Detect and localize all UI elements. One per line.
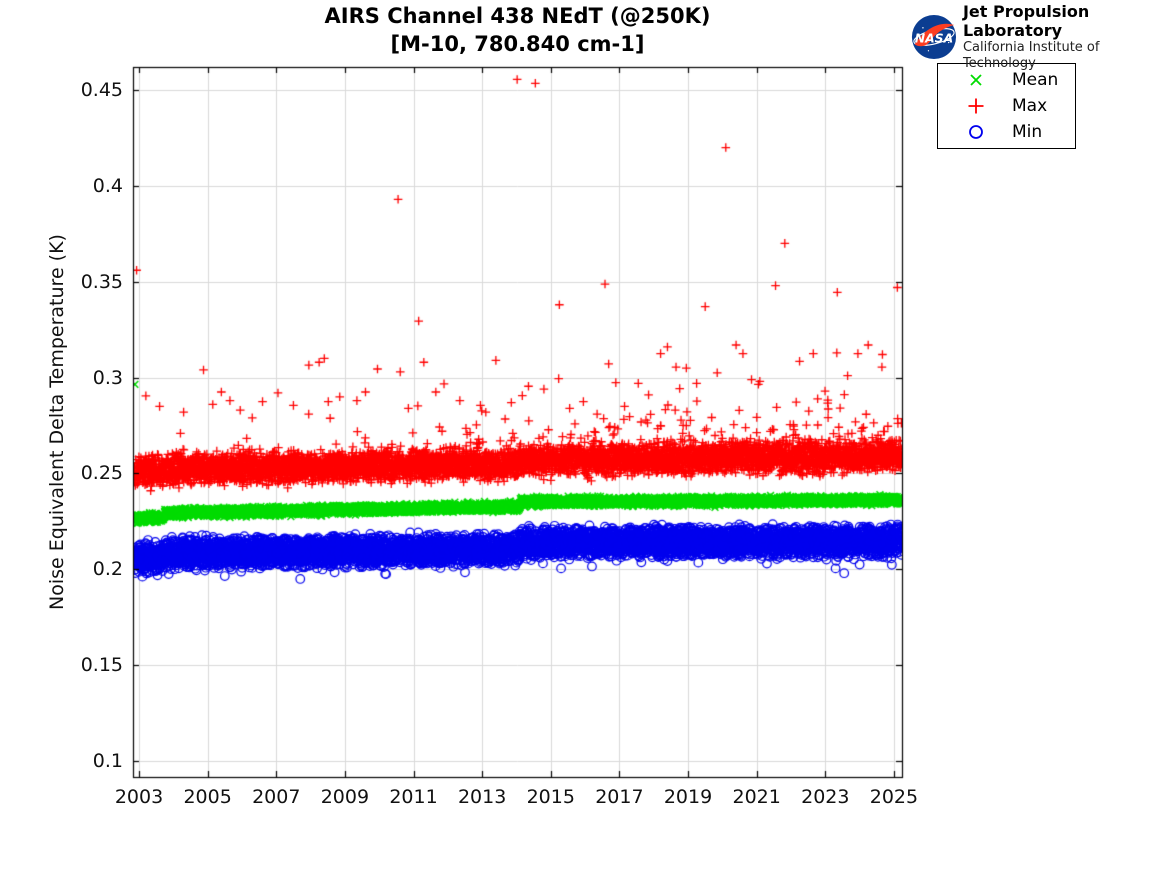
y-tick-label: 0.45 xyxy=(80,79,123,101)
x-tick-label: 2009 xyxy=(320,786,370,808)
chart-title-block: AIRS Channel 438 NEdT (@250K) [M-10, 780… xyxy=(133,2,902,58)
legend-marker-o-icon xyxy=(969,125,983,139)
x-tick-label: 2015 xyxy=(526,786,575,808)
x-tick-label: 2005 xyxy=(183,786,232,808)
legend-entry-max: Max xyxy=(938,93,1075,119)
legend-entry-mean: Mean xyxy=(938,67,1075,93)
x-tick-label: 2021 xyxy=(732,786,781,808)
x-tick-label: 2007 xyxy=(252,786,301,808)
x-tick-label: 2011 xyxy=(389,786,438,808)
y-tick-label: 0.3 xyxy=(92,366,123,389)
jpl-logo-text: Jet Propulsion Laboratory California Ins… xyxy=(963,2,1167,72)
x-tick-label: 2019 xyxy=(663,786,713,808)
x-tick-label: 2003 xyxy=(114,786,164,808)
x-tick-label: 2017 xyxy=(595,786,644,808)
legend-marker-x-icon xyxy=(970,74,982,86)
y-tick-label: 0.35 xyxy=(80,270,123,293)
x-tick-label: 2025 xyxy=(869,786,919,808)
legend-entry-min: Min xyxy=(938,119,1075,145)
y-tick-label: 0.2 xyxy=(92,558,123,581)
y-tick-label: 0.15 xyxy=(80,654,123,677)
chart-subtitle: [M-10, 780.840 cm-1] xyxy=(390,32,645,56)
legend: Mean Max Min xyxy=(937,63,1076,149)
chart-title: AIRS Channel 438 NEdT (@250K) xyxy=(324,4,711,28)
legend-label: Min xyxy=(1012,122,1043,142)
legend-label: Mean xyxy=(1012,70,1059,90)
legend-label: Max xyxy=(1012,96,1048,116)
jpl-suborg-name: California Institute of Technology xyxy=(962,40,1100,71)
y-tick-label: 0.4 xyxy=(92,174,123,197)
nasa-insignia-text: NASA xyxy=(915,31,953,46)
jpl-org-name: Jet Propulsion Laboratory xyxy=(962,2,1090,40)
x-tick-label: 2013 xyxy=(457,786,507,808)
legend-marker-+-icon xyxy=(968,98,984,114)
y-tick-label: 0.1 xyxy=(92,750,123,773)
x-tick-label: 2023 xyxy=(801,786,850,808)
nasa-insignia-icon: NASA xyxy=(911,14,957,60)
y-tick-label: 0.25 xyxy=(80,462,123,485)
jpl-logo: NASA Jet Propulsion Laboratory Californi… xyxy=(911,2,1167,72)
